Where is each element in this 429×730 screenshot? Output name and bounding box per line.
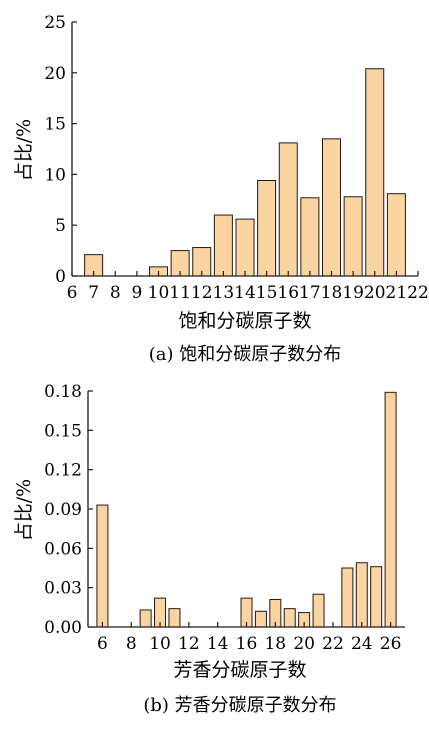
bar (213, 214, 233, 277)
axes-group (71, 21, 419, 277)
y-tick-label: 0.03 (44, 579, 82, 599)
bar (386, 193, 406, 277)
y-tick-label: 0.15 (44, 421, 82, 441)
x-tick-label: 26 (380, 634, 402, 654)
x-tick-label: 8 (110, 283, 121, 303)
bar (343, 196, 363, 277)
bar (341, 567, 354, 628)
bar (300, 197, 320, 277)
x-tick-label: 14 (234, 283, 256, 303)
bar (384, 391, 397, 628)
y-tick-label: 20 (44, 64, 66, 84)
x-tick-label: 15 (256, 283, 278, 303)
y-axis-title: 占比/% (13, 479, 35, 541)
x-tick-label: 12 (191, 283, 213, 303)
bars-group (96, 391, 397, 628)
x-tick-label: 6 (67, 283, 78, 303)
bar (278, 142, 298, 277)
x-tick-label: 10 (148, 283, 170, 303)
bar (312, 593, 325, 628)
x-tick-label: 7 (88, 283, 99, 303)
bar (168, 608, 181, 628)
x-tick-label: 18 (321, 283, 343, 303)
x-tick-label: 24 (351, 634, 373, 654)
y-tick-labels: 0 5 10 15 20 25 (44, 13, 66, 287)
y-tick-label: 0.18 (44, 382, 82, 402)
x-tick-label: 18 (264, 634, 286, 654)
x-tick-label: 21 (386, 283, 408, 303)
x-tick-label: 17 (299, 283, 321, 303)
bar (139, 609, 152, 628)
x-tick-label: 13 (213, 283, 235, 303)
x-tick-label: 6 (97, 634, 108, 654)
x-tick-label: 8 (126, 634, 137, 654)
x-tick-label: 16 (236, 634, 258, 654)
bar (254, 610, 267, 628)
chart-panel-aromatics: 0.00 0.03 0.06 0.09 0.12 0.15 0.18 6 8 10 12 14 16 1… (13, 382, 405, 716)
x-tick-label: 16 (277, 283, 299, 303)
bars-group (84, 68, 406, 277)
y-tick-label: 0.09 (44, 500, 82, 520)
x-tick-labels: 6 7 8 9 10 11 12 13 14 15 16 17 18 19 20 21 22 (67, 283, 429, 303)
x-tick-label: 9 (131, 283, 142, 303)
bar (257, 179, 277, 277)
chart-caption: (b) 芳香分碳原子数分布 (143, 695, 336, 716)
x-axis-title: 芳香分碳原子数 (173, 659, 306, 681)
x-axis-title: 饱和分碳原子数 (178, 310, 311, 332)
axes-group (87, 390, 405, 628)
y-tick-label: 0.06 (44, 539, 82, 559)
y-tick-label: 15 (44, 115, 66, 135)
bar (370, 566, 383, 628)
x-tick-label: 11 (169, 283, 191, 303)
y-tick-label: 10 (44, 165, 66, 185)
bar (96, 504, 109, 628)
x-tick-label: 22 (322, 634, 344, 654)
chart-caption: (a) 饱和分碳原子数分布 (149, 344, 342, 365)
y-tick-label: 0.12 (44, 461, 82, 481)
x-tick-label: 14 (207, 634, 229, 654)
y-tick-label: 0 (55, 267, 66, 287)
x-tick-label: 22 (407, 283, 429, 303)
x-tick-label: 20 (293, 634, 315, 654)
bar (283, 608, 296, 628)
x-tick-label: 20 (364, 283, 386, 303)
y-tick-label: 5 (55, 216, 66, 236)
bar (235, 218, 255, 277)
y-tick-label: 0.00 (44, 618, 82, 638)
x-tick-label: 10 (149, 634, 171, 654)
bar (355, 562, 368, 628)
bar (322, 138, 341, 277)
x-tick-labels: 6 8 10 12 14 16 18 20 22 24 26 (97, 634, 401, 654)
y-tick-label: 25 (44, 13, 66, 33)
y-axis-title: 占比/% (13, 119, 35, 181)
x-tick-label: 12 (178, 634, 200, 654)
x-tick-label: 19 (342, 283, 364, 303)
bar (365, 68, 385, 277)
y-tick-labels: 0.00 0.03 0.06 0.09 0.12 0.15 0.18 (44, 382, 82, 638)
